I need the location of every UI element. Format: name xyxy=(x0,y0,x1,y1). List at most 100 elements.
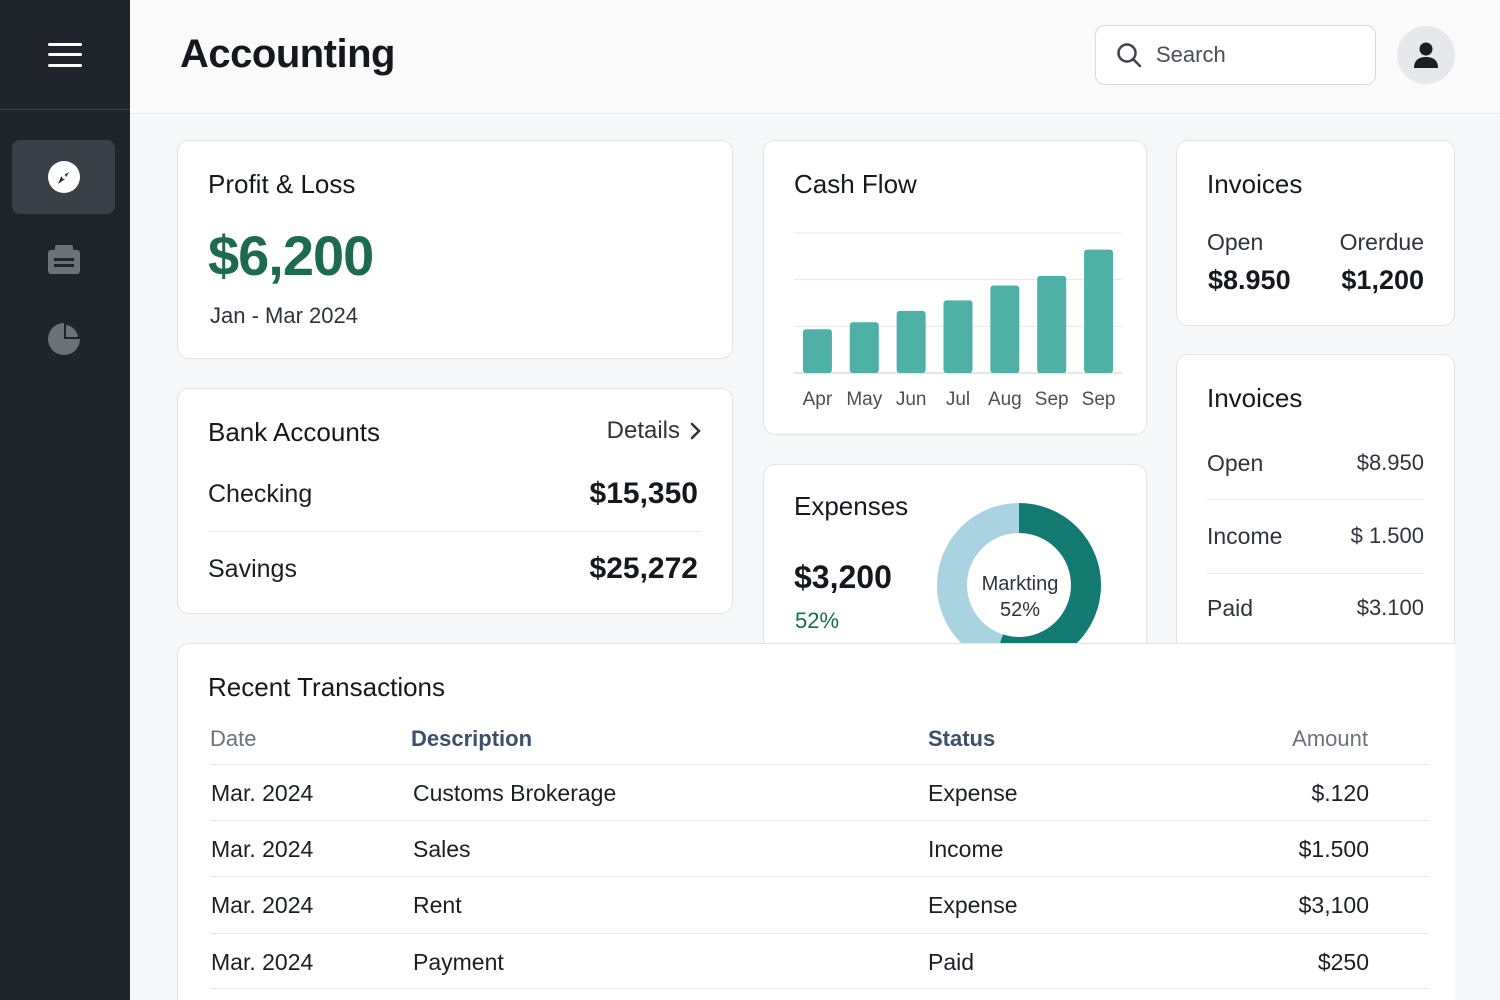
sidebar-item-documents[interactable] xyxy=(12,222,115,296)
invoices-open-label: Open xyxy=(1207,229,1264,255)
invoice-row-label: Open xyxy=(1207,450,1264,476)
invoice-row-value: $3.100 xyxy=(1356,595,1424,620)
invoices-list-card: Invoices Open $8.950 Income $ 1.500 Paid… xyxy=(1176,354,1455,683)
sidebar-item-dashboard[interactable] xyxy=(12,140,115,214)
chevron-right-icon xyxy=(690,422,701,440)
cell-date: Mar. 2024 xyxy=(211,949,314,975)
cash-flow-bar[interactable] xyxy=(990,285,1020,374)
bank-account-row[interactable]: Checking $15,350 xyxy=(208,477,698,511)
menu-button[interactable] xyxy=(0,0,130,110)
table-row[interactable]: Mar. 2024 Payment Paid $250 xyxy=(210,933,1428,989)
profit-loss-amount: $6,200 xyxy=(208,224,374,287)
expenses-amount: $3,200 xyxy=(794,559,892,595)
donut-center-label: Markting 52% xyxy=(950,571,1090,623)
cash-flow-card: Cash Flow Apr May Jun Jul Aug Sep Sep xyxy=(763,140,1147,435)
cell-date: Mar. 2024 xyxy=(211,892,314,918)
cash-flow-bar[interactable] xyxy=(802,329,832,373)
cell-amount: $250 xyxy=(1317,949,1369,975)
bank-accounts-title: Bank Accounts xyxy=(208,417,380,447)
donut-percent: 52% xyxy=(999,599,1041,621)
x-tick-label: Sep xyxy=(1035,389,1069,410)
user-avatar-button[interactable] xyxy=(1397,26,1455,84)
column-header-status[interactable]: Status xyxy=(928,726,996,751)
profit-loss-period: Jan - Mar 2024 xyxy=(210,303,358,328)
cell-status: Expense xyxy=(928,780,1018,806)
compass-icon xyxy=(47,161,80,193)
cell-description: Payment xyxy=(413,949,504,975)
recent-transactions-title: Recent Transactions xyxy=(208,672,446,702)
invoices-summary-card: Invoices Open $8.950 Orerdue $1,200 xyxy=(1176,140,1455,326)
cell-amount: $1.500 xyxy=(1298,836,1369,862)
invoices-summary-title: Invoices xyxy=(1207,169,1303,199)
bank-account-label: Savings xyxy=(208,554,297,583)
search-input[interactable] xyxy=(1156,42,1356,68)
pie-chart-icon xyxy=(47,323,80,355)
bank-account-label: Checking xyxy=(208,479,313,508)
cell-date: Mar. 2024 xyxy=(211,836,314,862)
cell-description: Sales xyxy=(413,836,471,862)
cell-status: Income xyxy=(928,836,1004,862)
expenses-percent: 52% xyxy=(795,608,840,633)
header: Accounting xyxy=(130,0,1500,114)
cash-flow-title: Cash Flow xyxy=(794,169,917,199)
invoice-row-label: Paid xyxy=(1207,595,1254,621)
user-icon xyxy=(1414,42,1438,68)
x-tick-label: Sep xyxy=(1082,389,1116,410)
profit-loss-card: Profit & Loss $6,200 Jan - Mar 2024 xyxy=(177,140,733,359)
divider xyxy=(1207,499,1424,500)
bank-accounts-card: Bank Accounts Details Checking $15,350 S… xyxy=(177,388,733,614)
invoice-row[interactable]: Income $ 1.500 xyxy=(1207,523,1424,550)
page-title: Accounting xyxy=(180,32,395,76)
invoices-overdue-value: $1,200 xyxy=(1341,265,1424,295)
divider xyxy=(208,531,700,532)
x-tick-label: Jul xyxy=(946,389,970,410)
sidebar xyxy=(0,0,130,1000)
cash-flow-bar[interactable] xyxy=(896,310,926,373)
bank-account-row[interactable]: Savings $25,272 xyxy=(208,552,698,586)
table-row[interactable]: Mar. 2024 Rent Expense $3,100 xyxy=(210,876,1428,932)
x-tick-label: Apr xyxy=(803,389,833,410)
invoice-row-value: $8.950 xyxy=(1356,450,1424,475)
x-tick-label: Aug xyxy=(988,389,1022,410)
invoice-row[interactable]: Paid $3.100 xyxy=(1207,595,1424,622)
cell-amount: $3,100 xyxy=(1298,892,1369,918)
search-box[interactable] xyxy=(1095,25,1376,85)
hamburger-icon xyxy=(48,42,82,67)
table-row[interactable]: Mar. 2024 Customs Brokerage Expense $.12… xyxy=(210,764,1428,820)
invoice-row-label: Income xyxy=(1207,523,1283,549)
cash-flow-bar[interactable] xyxy=(1037,275,1067,373)
cash-flow-bar[interactable] xyxy=(1084,249,1114,373)
column-header-date[interactable]: Date xyxy=(210,726,257,751)
details-label: Details xyxy=(606,417,680,444)
bank-account-value: $15,350 xyxy=(589,477,698,510)
details-link[interactable]: Details xyxy=(607,417,702,445)
recent-transactions-card: Recent Transactions Date Description Sta… xyxy=(177,643,1455,1000)
invoice-row[interactable]: Open $8.950 xyxy=(1207,450,1424,477)
donut-category: Markting xyxy=(981,573,1059,595)
briefcase-icon xyxy=(47,245,80,274)
cell-date: Mar. 2024 xyxy=(211,780,314,806)
invoice-row-value: $ 1.500 xyxy=(1350,523,1424,548)
invoices-open-value: $8.950 xyxy=(1208,265,1291,295)
cash-flow-bar[interactable] xyxy=(849,322,879,373)
cell-amount: $.120 xyxy=(1311,780,1369,806)
invoices-overdue-label: Orerdue xyxy=(1339,229,1424,255)
search-icon xyxy=(1117,43,1142,68)
bank-account-value: $25,272 xyxy=(589,552,698,585)
invoices-list-title: Invoices xyxy=(1207,383,1303,413)
cell-status: Paid xyxy=(928,949,975,975)
divider xyxy=(1207,573,1424,574)
expenses-title: Expenses xyxy=(794,491,909,521)
sidebar-item-reports[interactable] xyxy=(12,302,115,376)
column-header-description[interactable]: Description xyxy=(411,726,533,751)
cell-description: Rent xyxy=(413,892,462,918)
cell-status: Expense xyxy=(928,892,1018,918)
x-tick-label: May xyxy=(846,389,882,410)
cash-flow-chart: Apr May Jun Jul Aug Sep Sep xyxy=(794,232,1122,410)
cash-flow-bar[interactable] xyxy=(943,300,973,373)
profit-loss-title: Profit & Loss xyxy=(208,169,356,199)
table-row[interactable]: Mar. 2024 Sales Income $1.500 xyxy=(210,820,1428,876)
cell-description: Customs Brokerage xyxy=(413,780,617,806)
column-header-amount[interactable]: Amount xyxy=(1292,726,1368,751)
x-tick-label: Jun xyxy=(896,389,927,410)
